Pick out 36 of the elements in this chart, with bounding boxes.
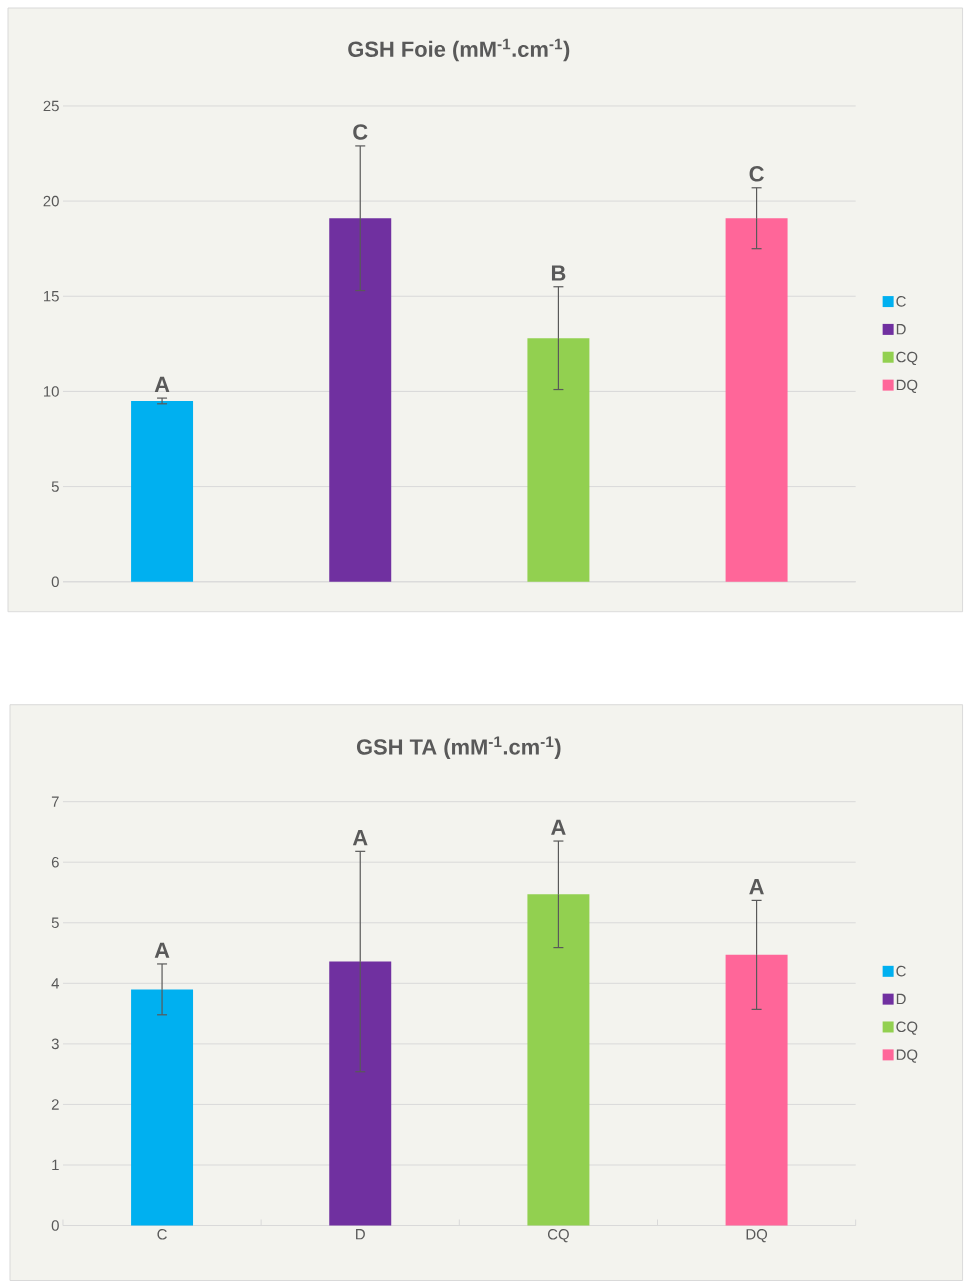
legend-label: CQ	[896, 351, 918, 366]
y-tick-label: 2	[52, 1099, 59, 1110]
y-tick-label: 25	[43, 100, 60, 112]
y-tick-label: 0	[51, 1220, 60, 1231]
y-tick-label: 20	[43, 195, 60, 207]
y-tick-label: 5	[51, 481, 60, 492]
y-tick-label: 6	[52, 856, 59, 868]
annotation: A	[154, 376, 170, 392]
x-tick-label: D	[356, 1229, 366, 1240]
annotation: C	[353, 124, 368, 140]
x-tick-label: CQ	[548, 1229, 570, 1243]
legend-label: CQ	[896, 1021, 918, 1035]
annotation: A	[154, 942, 170, 958]
x-tick-label: DQ	[746, 1229, 768, 1243]
legend-label: DQ	[897, 379, 918, 393]
y-tick-label: 4	[51, 978, 60, 989]
chart-title: GSH TA (mM$^{-1}$.cm$^{-1}$)	[357, 736, 561, 759]
annotation: A	[749, 879, 765, 895]
legend-label: D	[897, 324, 906, 335]
y-tick-label: 15	[44, 291, 60, 302]
y-tick-label: 3	[51, 1038, 59, 1050]
y-tick-label: 7	[52, 796, 59, 807]
legend-label: C	[896, 296, 907, 307]
annotation: B	[552, 265, 566, 281]
annotation: A	[551, 819, 566, 835]
annotation: C	[749, 166, 765, 182]
legend-label: DQ	[897, 1049, 918, 1063]
y-tick-label: 5	[51, 917, 60, 928]
annotation: A	[353, 830, 368, 846]
legend-label: D	[897, 993, 906, 1005]
legend-label: C	[896, 965, 907, 977]
y-tick-label: 10	[44, 386, 60, 397]
y-tick-label: 0	[51, 576, 60, 588]
x-tick-label: C	[157, 1229, 168, 1240]
y-tick-label: 1	[52, 1159, 59, 1171]
chart-title: GSH Foie (mM$^{-1}$.cm$^{-1}$)	[348, 38, 570, 62]
